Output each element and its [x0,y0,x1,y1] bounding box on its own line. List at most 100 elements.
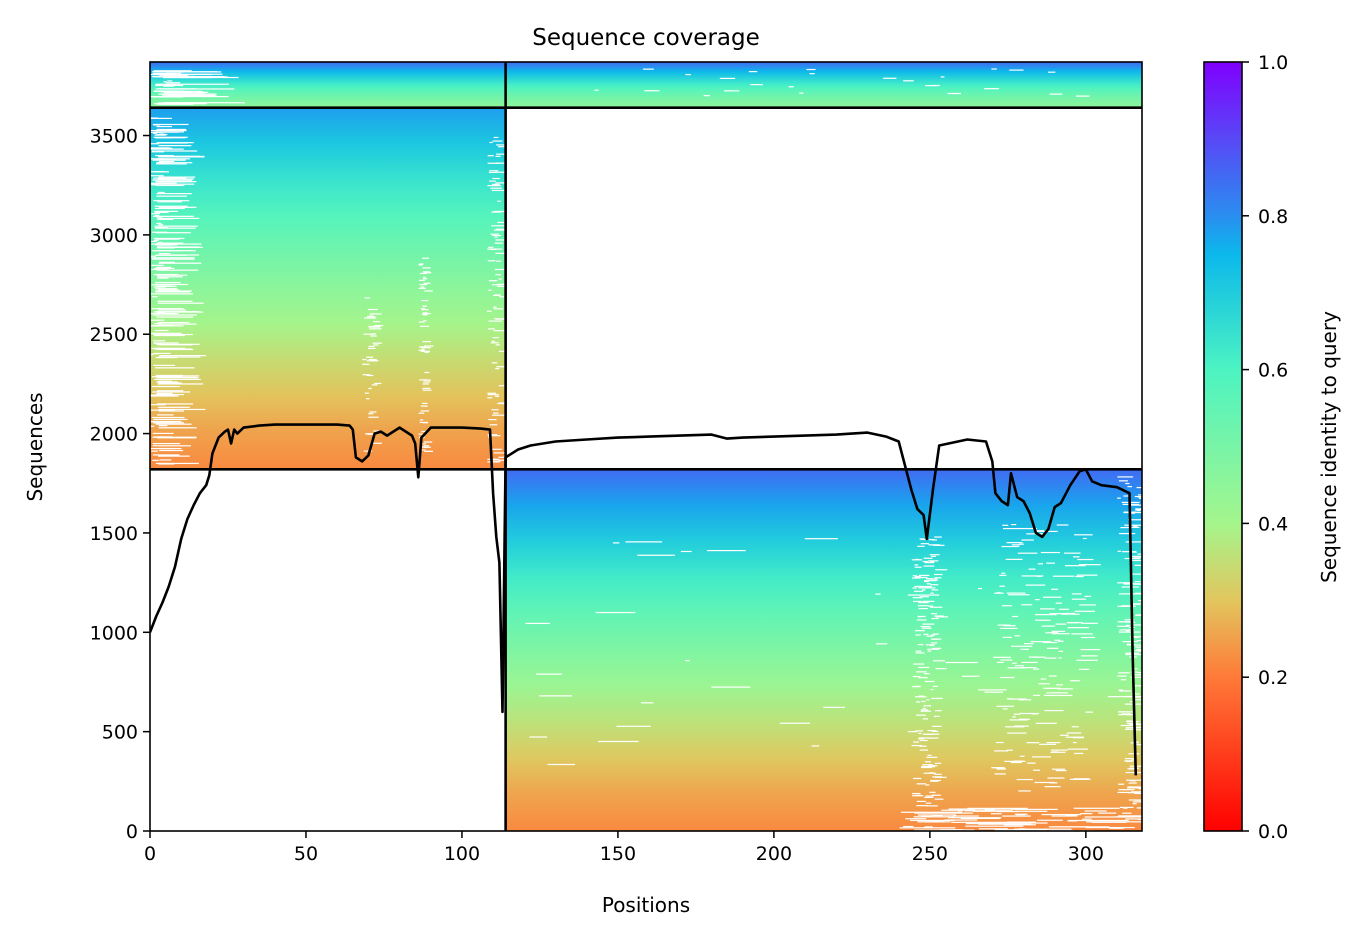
gap-streak [159,250,196,252]
gap-streak [420,307,426,310]
gap-streak [883,77,897,79]
gap-streak [1011,544,1020,546]
gap-streak [924,562,935,564]
gap-streak [1006,821,1036,823]
gap-streak [153,177,187,179]
gap-streak [366,316,376,318]
gap-streak [152,436,197,438]
gap-streak [155,356,178,359]
gap-streak [364,392,369,394]
gap-streak [1065,814,1077,816]
gap-streak [927,729,936,732]
gap-streak [539,695,573,697]
gap-streak [420,405,428,407]
gap-streak [680,550,692,553]
gap-streak [156,181,185,183]
gap-streak [978,828,1008,830]
gap-streak [931,555,936,557]
gap-streak [923,557,933,559]
gap-streak [926,699,930,701]
gap-streak [163,74,189,76]
gap-streak [151,240,157,243]
gap-streak [150,129,187,132]
gap-streak [978,823,1032,825]
gap-streak [1050,751,1066,753]
gap-streak [933,573,943,576]
gap-streak [164,93,190,95]
gap-streak [488,280,498,282]
gap-streak [158,333,167,335]
gap-streak [368,315,374,317]
gap-streak [1048,675,1057,677]
gap-streak [914,566,922,568]
gap-streak [903,80,914,82]
gap-streak [418,433,423,435]
gap-streak [423,272,432,274]
gap-streak [913,663,925,665]
gap-streak [1138,497,1142,499]
gap-streak [1127,787,1141,789]
gap-streak [1014,635,1020,637]
gap-streak [489,180,496,182]
gap-streak [364,297,371,299]
gap-streak [922,718,929,720]
gap-streak [918,666,930,669]
gap-streak [1058,657,1062,659]
gap-streak [151,184,158,186]
gap-streak [1119,532,1136,535]
gap-streak [1079,604,1097,606]
gap-streak [151,213,161,215]
gap-streak [1018,543,1024,545]
gap-streak [922,589,926,591]
gap-streak [157,162,193,164]
gap-streak [1126,630,1130,632]
gap-streak [155,374,183,377]
gap-streak [925,85,938,87]
gap-streak [157,218,174,221]
gap-streak [918,574,930,577]
gap-streak [1026,742,1040,744]
gap-streak [150,293,194,295]
gap-streak [497,200,501,202]
gap-streak [1021,539,1034,541]
gap-streak [935,569,948,571]
gap-streak [1117,476,1134,478]
gap-streak [1052,575,1075,577]
gap-streak [158,243,202,245]
gap-streak [547,763,576,766]
gap-streak [372,359,377,361]
gap-streak [158,262,202,264]
gap-streak [1137,553,1142,555]
colorbar-tick-label: 0.6 [1258,360,1288,382]
gap-streak [1134,799,1142,801]
gap-streak [1054,639,1061,641]
gap-streak [150,148,184,150]
gap-streak [421,257,430,259]
gap-streak [155,238,180,240]
gap-streak [1125,771,1142,774]
gap-streak [1136,640,1142,642]
gap-streak [931,613,937,615]
gap-streak [914,630,925,632]
gap-streak [1126,760,1133,763]
gap-streak [419,279,426,281]
gap-streak [157,201,182,203]
gap-streak [934,820,940,822]
gap-streak [152,459,159,461]
gap-streak [422,341,431,343]
gap-streak [779,722,811,724]
gap-streak [928,765,938,767]
gap-streak [154,84,184,87]
gap-streak [1120,724,1135,727]
gap-streak [156,269,199,271]
gap-streak [367,433,375,435]
y-tick-label: 1500 [90,523,138,545]
gap-streak [912,777,919,780]
gap-streak [1131,674,1142,676]
gap-streak [422,305,428,307]
gap-streak [1126,720,1140,723]
gap-streak [1044,786,1061,788]
gap-streak [1118,711,1134,713]
gap-streak [155,288,178,290]
gap-streak [921,829,946,831]
